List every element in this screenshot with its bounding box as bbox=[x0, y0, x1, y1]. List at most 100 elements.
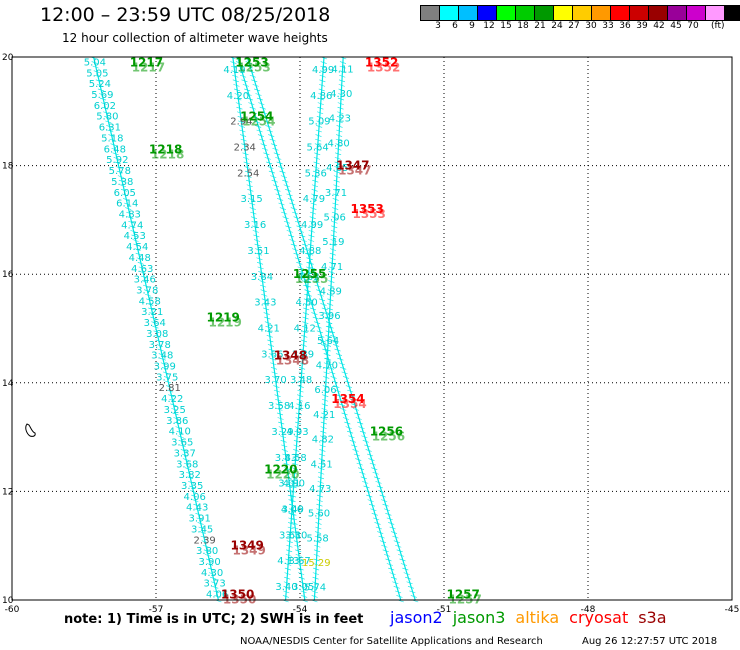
track-mark bbox=[244, 88, 251, 92]
track-mark bbox=[400, 563, 408, 566]
track-mark bbox=[161, 367, 169, 370]
track-mark bbox=[272, 147, 279, 151]
track-mark bbox=[299, 581, 306, 585]
track-mark bbox=[118, 179, 126, 183]
track-mark bbox=[249, 74, 256, 78]
track-mark bbox=[304, 293, 311, 297]
track-mark bbox=[382, 503, 389, 507]
track-mark bbox=[275, 193, 282, 197]
wave-height-label: 2.81 bbox=[159, 383, 181, 394]
track-mark bbox=[337, 111, 344, 115]
track-mark bbox=[264, 316, 271, 320]
track-mark bbox=[121, 193, 129, 197]
track-mark bbox=[92, 65, 99, 69]
track-mark bbox=[313, 563, 320, 566]
track-mark bbox=[291, 467, 299, 470]
wave-height-label: 4.80 bbox=[327, 138, 349, 149]
track-mark bbox=[289, 494, 297, 498]
track-mark bbox=[312, 175, 319, 178]
track-mark bbox=[334, 157, 341, 160]
track-mark bbox=[276, 412, 284, 416]
track-mark bbox=[362, 481, 369, 484]
track-mark bbox=[315, 138, 322, 142]
track-mark bbox=[316, 125, 323, 128]
track-mark bbox=[243, 161, 250, 165]
track-mark bbox=[307, 243, 314, 247]
track-mark bbox=[314, 321, 321, 324]
track-mark bbox=[320, 61, 327, 64]
track-mark bbox=[237, 65, 244, 69]
track-mark bbox=[116, 170, 123, 174]
track-mark bbox=[406, 581, 413, 585]
wave-height-label: 4.58 bbox=[139, 296, 161, 307]
track-mark bbox=[386, 563, 393, 566]
track-mark bbox=[96, 84, 103, 87]
track-mark bbox=[349, 440, 356, 443]
wave-height-label: 2.94 bbox=[230, 117, 252, 128]
track-mark bbox=[314, 152, 321, 156]
track-mark bbox=[253, 120, 260, 124]
track-mark bbox=[402, 567, 409, 571]
pass-number: 1354 bbox=[331, 392, 364, 406]
track-mark bbox=[292, 526, 299, 530]
track-mark bbox=[339, 74, 346, 78]
track-mark bbox=[115, 166, 122, 169]
track-mark bbox=[315, 517, 322, 521]
track-mark bbox=[249, 106, 256, 110]
track-mark bbox=[250, 216, 258, 219]
track-mark bbox=[403, 572, 410, 575]
track-mark bbox=[258, 102, 265, 105]
track-mark bbox=[125, 207, 132, 210]
track-mark bbox=[147, 303, 154, 306]
track-mark bbox=[334, 161, 341, 165]
track-mark bbox=[317, 102, 324, 105]
track-mark bbox=[278, 202, 285, 206]
legend-swatch bbox=[724, 5, 740, 21]
track-mark bbox=[318, 471, 325, 475]
track-mark bbox=[293, 540, 301, 543]
track-mark bbox=[233, 88, 241, 92]
track-mark bbox=[364, 444, 371, 448]
track-mark bbox=[260, 289, 267, 292]
track-mark bbox=[348, 435, 355, 439]
track-mark bbox=[293, 535, 300, 539]
wave-height-label: 5.64 bbox=[306, 143, 328, 154]
wave-height-label: 3.45 bbox=[191, 524, 213, 535]
track-mark bbox=[242, 84, 249, 87]
track-mark bbox=[327, 367, 334, 370]
wave-height-label: 3.46 bbox=[134, 275, 156, 286]
wave-height-label: 2.39 bbox=[194, 535, 216, 546]
track-mark bbox=[293, 440, 300, 443]
track-mark bbox=[334, 166, 341, 169]
legend-value: 9 bbox=[469, 21, 475, 31]
track-mark bbox=[409, 590, 416, 594]
track-mark bbox=[328, 275, 335, 279]
track-mark bbox=[325, 339, 332, 343]
track-mark bbox=[316, 120, 323, 124]
track-mark bbox=[188, 481, 195, 484]
wave-height-label: 3.21 bbox=[141, 307, 163, 318]
track-mark bbox=[335, 353, 343, 356]
track-mark bbox=[334, 170, 341, 174]
track-mark bbox=[104, 116, 111, 119]
pass-number-shadow: 1354 bbox=[333, 397, 366, 411]
track-mark bbox=[344, 380, 351, 384]
track-mark bbox=[255, 125, 262, 128]
track-mark bbox=[198, 526, 205, 530]
wave-height-label: 3.66 bbox=[261, 349, 283, 360]
track-mark bbox=[318, 458, 325, 461]
track-mark bbox=[241, 147, 248, 151]
wave-height-label: 3.58 bbox=[268, 401, 290, 412]
track-mark bbox=[296, 225, 303, 229]
track-mark bbox=[241, 143, 248, 146]
track-mark bbox=[308, 303, 315, 306]
wave-height-label: 4.89 bbox=[320, 286, 342, 297]
track-mark bbox=[283, 590, 290, 594]
wave-height-label: 5.18 bbox=[101, 133, 123, 144]
track-mark bbox=[138, 266, 145, 270]
wave-height-label: 4.13 bbox=[277, 556, 299, 567]
track-mark bbox=[278, 426, 285, 429]
track-mark bbox=[289, 499, 296, 502]
wave-height-label: 4.58 bbox=[285, 453, 307, 464]
